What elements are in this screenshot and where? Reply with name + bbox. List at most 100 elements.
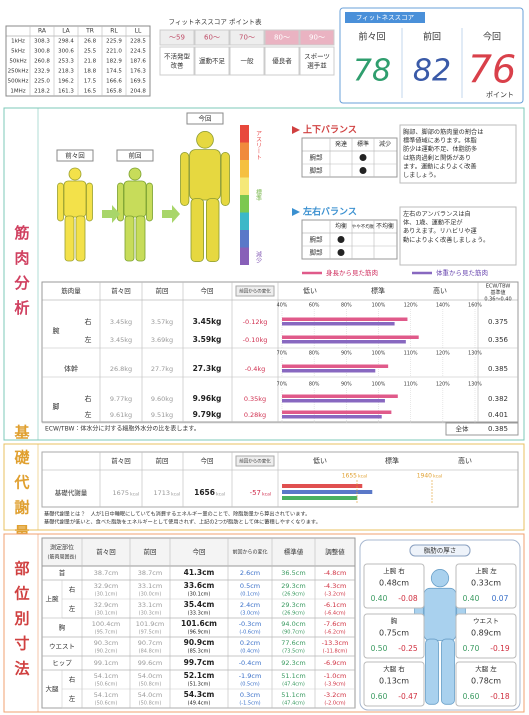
range-label: 不活発型: [164, 52, 191, 61]
fat-diff: -0.08: [398, 594, 418, 603]
cell: 3.45kg: [193, 317, 222, 326]
figure-torso: [190, 150, 221, 200]
row-side: 右: [69, 675, 76, 684]
cell-unit: kcal: [130, 492, 139, 498]
row-side: 左: [69, 604, 76, 613]
cell: 99.6cm: [138, 659, 162, 667]
cell: 3.69kg: [151, 336, 173, 344]
cell-sub: (-6.4cm): [324, 611, 345, 617]
cell: 36.5cm: [281, 569, 305, 577]
row-header: 5kHz: [11, 49, 25, 55]
range-label: 選手並: [307, 61, 327, 70]
balance-dot: [360, 167, 367, 174]
cell: 51.1cm: [281, 691, 305, 699]
column-header: 前々回: [111, 456, 131, 465]
cell: 253.3: [58, 59, 74, 65]
row-side: 右: [85, 394, 92, 403]
cell: -0.4kg: [245, 365, 266, 373]
cell: 166.6: [106, 79, 122, 85]
cell-sub: (-3.9cm): [324, 682, 345, 688]
cell: 298.4: [58, 39, 74, 45]
cell: 52.1cm: [184, 671, 215, 680]
cell: 27.3kg: [193, 364, 222, 373]
row-header: 1kHz: [11, 39, 25, 45]
scale-tick-label: 100%: [372, 351, 386, 357]
marker-unit: kcal: [358, 474, 367, 480]
fat-label: 大腿 左: [475, 664, 497, 673]
cell: 3.59kg: [193, 335, 222, 344]
figure-arm: [58, 183, 64, 221]
cell: 0.5cm: [240, 582, 260, 590]
bar: [282, 365, 388, 369]
cell: 3.57kg: [151, 318, 173, 326]
cell-sub: (50.6cm): [95, 682, 118, 688]
cell: 176.3: [130, 69, 146, 75]
cell: 17.5: [84, 79, 97, 85]
cell: 18.8: [84, 69, 97, 75]
column-header: 今回: [193, 547, 206, 556]
score-column: 前々回: [358, 31, 385, 43]
cell: 38.7cm: [138, 569, 162, 577]
scale-tick-label: 130%: [468, 382, 482, 388]
balance-text: 体、1歳、運動不足が: [403, 219, 463, 227]
cell-sub: (90.2cm): [95, 649, 118, 655]
ecw-value: 0.385: [488, 365, 508, 373]
cell: 9.79kg: [193, 410, 222, 419]
cell: 196.2: [58, 79, 74, 85]
legend-label: 体重から見た筋肉: [436, 268, 488, 277]
row-group: 首: [59, 568, 66, 577]
cell: 1675: [112, 489, 129, 497]
scale-band: [240, 160, 249, 178]
cell: 225.0: [34, 79, 50, 85]
bar: [282, 318, 407, 322]
scale-tick-label: 120%: [404, 303, 418, 309]
cell: 21.8: [84, 59, 97, 65]
column-header: 高い: [433, 286, 447, 295]
fat-value: 0.89cm: [471, 629, 501, 638]
balance-text: 肪少は運動不足、体脂肪多: [403, 145, 477, 153]
scale-tick-label: 80%: [309, 351, 320, 357]
cell-sub: (-11.8cm): [323, 649, 348, 655]
column-header: TR: [85, 28, 94, 35]
scale-band: [240, 143, 249, 161]
bar: [282, 484, 362, 488]
row-header: 500kHz: [8, 79, 29, 85]
cell: 204.8: [130, 89, 146, 95]
scale-tick-label: 110%: [404, 382, 418, 388]
bar: [282, 490, 372, 494]
fat-label: 胸: [391, 616, 398, 625]
bar: [282, 411, 391, 415]
scale-tick-label: 80%: [309, 382, 320, 388]
figure-arm: [181, 152, 189, 205]
cell: -4.8cm: [324, 569, 347, 577]
total-value: 0.385: [488, 425, 508, 433]
range-label: 優良者: [272, 56, 292, 65]
column-header: 今回: [201, 286, 214, 295]
cell: 300.6: [58, 49, 74, 55]
scale-tick-label: 70%: [277, 382, 288, 388]
column-header: 今回: [201, 456, 214, 465]
row-group: 大腿: [46, 684, 60, 693]
range-label: 一般: [241, 56, 255, 65]
row-side: 左: [85, 410, 92, 419]
cell-sub: (50.6cm): [95, 701, 118, 707]
column-header: 前回からの変化: [239, 458, 271, 465]
scale-tick-label: 70%: [277, 351, 288, 357]
cell-sub: (0.1cm): [240, 592, 260, 598]
fat-title: 脂肪の厚さ: [424, 546, 457, 555]
cell: -0.12kg: [243, 318, 268, 326]
cell: 3.45kg: [110, 318, 132, 326]
fat-diff: -0.19: [490, 644, 510, 653]
cell: 9.51kg: [151, 411, 173, 419]
ecw-value: 0.375: [488, 318, 508, 326]
cell-sub: (97.5cm): [139, 630, 162, 636]
fat-diff: -0.25: [398, 644, 418, 653]
column-header: 標準: [385, 456, 399, 465]
scale-tick-label: 90%: [341, 382, 352, 388]
row-side: 右: [69, 585, 76, 594]
score-column: 今回: [483, 31, 501, 43]
cell-sub: (50.8cm): [139, 701, 162, 707]
column-header: 調整値: [325, 547, 345, 556]
cell-sub: (30.1cm): [95, 592, 118, 598]
range-label: 改善: [171, 61, 185, 70]
